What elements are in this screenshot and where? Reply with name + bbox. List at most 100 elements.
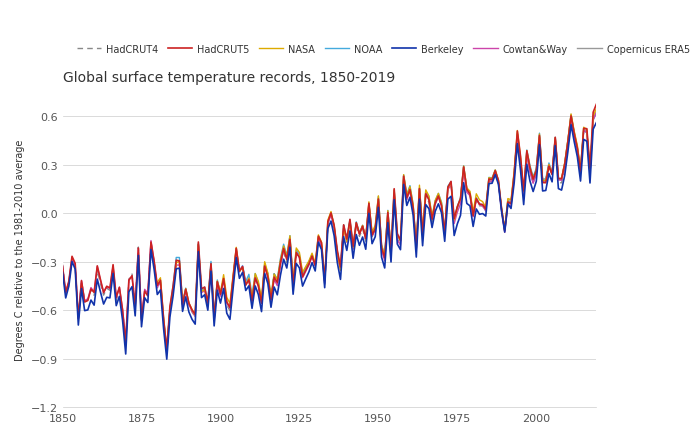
Line: HadCRUT4: HadCRUT4: [62, 113, 596, 353]
HadCRUT4: [321, 280, 329, 286]
HadCRUT5: [342, 237, 351, 242]
Copernicus ERA5: [589, 117, 597, 122]
Line: Copernicus ERA5: Copernicus ERA5: [470, 113, 596, 230]
Berkeley: [58, 270, 66, 276]
Text: Global surface temperature records, 1850-2019: Global surface temperature records, 1850…: [62, 71, 395, 85]
Copernicus ERA5: [478, 203, 486, 208]
NASA: [172, 261, 181, 266]
Berkeley: [134, 253, 143, 258]
Copernicus ERA5: [586, 171, 594, 176]
Copernicus ERA5: [580, 127, 588, 132]
Copernicus ERA5: [532, 171, 540, 177]
Copernicus ERA5: [484, 179, 493, 184]
Cowtan&Way: [162, 348, 171, 353]
Copernicus ERA5: [542, 179, 550, 184]
Copernicus ERA5: [500, 227, 509, 233]
Copernicus ERA5: [498, 207, 506, 212]
Copernicus ERA5: [519, 194, 528, 199]
Cowtan&Way: [538, 179, 547, 184]
Berkeley: [592, 121, 601, 126]
Copernicus ERA5: [529, 180, 538, 186]
Copernicus ERA5: [564, 138, 572, 144]
Copernicus ERA5: [513, 133, 522, 138]
HadCRUT5: [317, 240, 326, 246]
Line: NOAA: NOAA: [158, 114, 596, 351]
HadCRUT4: [58, 262, 66, 268]
NASA: [153, 280, 162, 285]
Copernicus ERA5: [491, 171, 499, 177]
Copernicus ERA5: [538, 180, 547, 185]
HadCRUT5: [538, 180, 547, 186]
Copernicus ERA5: [469, 212, 477, 218]
NOAA: [200, 285, 209, 290]
Copernicus ERA5: [475, 202, 484, 207]
Cowtan&Way: [592, 111, 601, 116]
NOAA: [589, 118, 597, 124]
NOAA: [181, 286, 190, 291]
Copernicus ERA5: [554, 177, 563, 182]
HadCRUT4: [592, 110, 601, 116]
NOAA: [235, 270, 244, 275]
Copernicus ERA5: [523, 153, 531, 158]
Copernicus ERA5: [545, 162, 553, 168]
Copernicus ERA5: [510, 173, 519, 178]
NOAA: [172, 255, 181, 261]
NOAA: [592, 111, 601, 117]
Copernicus ERA5: [557, 177, 566, 182]
NASA: [374, 194, 383, 199]
Copernicus ERA5: [482, 209, 490, 214]
NOAA: [374, 194, 383, 200]
HadCRUT4: [317, 243, 326, 248]
Copernicus ERA5: [561, 161, 569, 166]
Berkeley: [317, 247, 326, 253]
NOAA: [162, 349, 171, 354]
HadCRUT5: [321, 279, 329, 284]
Cowtan&Way: [317, 244, 326, 249]
Copernicus ERA5: [592, 110, 601, 115]
Berkeley: [321, 286, 329, 291]
Copernicus ERA5: [567, 113, 575, 118]
Line: Cowtan&Way: Cowtan&Way: [62, 113, 596, 350]
NASA: [200, 287, 209, 293]
Copernicus ERA5: [472, 196, 480, 201]
Copernicus ERA5: [573, 145, 582, 150]
Berkeley: [260, 271, 269, 276]
Copernicus ERA5: [526, 170, 534, 175]
Berkeley: [538, 189, 547, 194]
HadCRUT4: [538, 180, 547, 185]
HadCRUT5: [592, 102, 601, 108]
Copernicus ERA5: [504, 198, 512, 204]
Cowtan&Way: [321, 282, 329, 287]
NASA: [181, 286, 190, 292]
NASA: [589, 114, 597, 120]
Line: Berkeley: Berkeley: [62, 124, 596, 359]
Copernicus ERA5: [466, 190, 474, 195]
NOAA: [153, 283, 162, 288]
Line: NASA: NASA: [158, 110, 596, 350]
NASA: [235, 269, 244, 274]
Copernicus ERA5: [548, 172, 556, 177]
Cowtan&Way: [58, 264, 66, 269]
Copernicus ERA5: [536, 135, 544, 140]
Cowtan&Way: [342, 240, 351, 245]
HadCRUT5: [260, 264, 269, 269]
Copernicus ERA5: [494, 180, 503, 186]
HadCRUT4: [342, 237, 351, 243]
Cowtan&Way: [134, 246, 143, 251]
Copernicus ERA5: [551, 136, 559, 141]
Copernicus ERA5: [517, 159, 525, 164]
Line: HadCRUT5: HadCRUT5: [62, 105, 596, 350]
Copernicus ERA5: [582, 129, 591, 134]
HadCRUT4: [134, 245, 143, 250]
HadCRUT5: [58, 264, 66, 269]
HadCRUT4: [260, 262, 269, 267]
Copernicus ERA5: [570, 130, 578, 135]
Copernicus ERA5: [576, 169, 584, 174]
Y-axis label: Degrees C relative to the 1981-2010 average: Degrees C relative to the 1981-2010 aver…: [15, 140, 25, 360]
HadCRUT5: [162, 347, 171, 352]
NASA: [592, 107, 601, 112]
NASA: [162, 347, 171, 353]
HadCRUT5: [134, 246, 143, 251]
Copernicus ERA5: [488, 180, 496, 185]
Berkeley: [342, 248, 351, 254]
